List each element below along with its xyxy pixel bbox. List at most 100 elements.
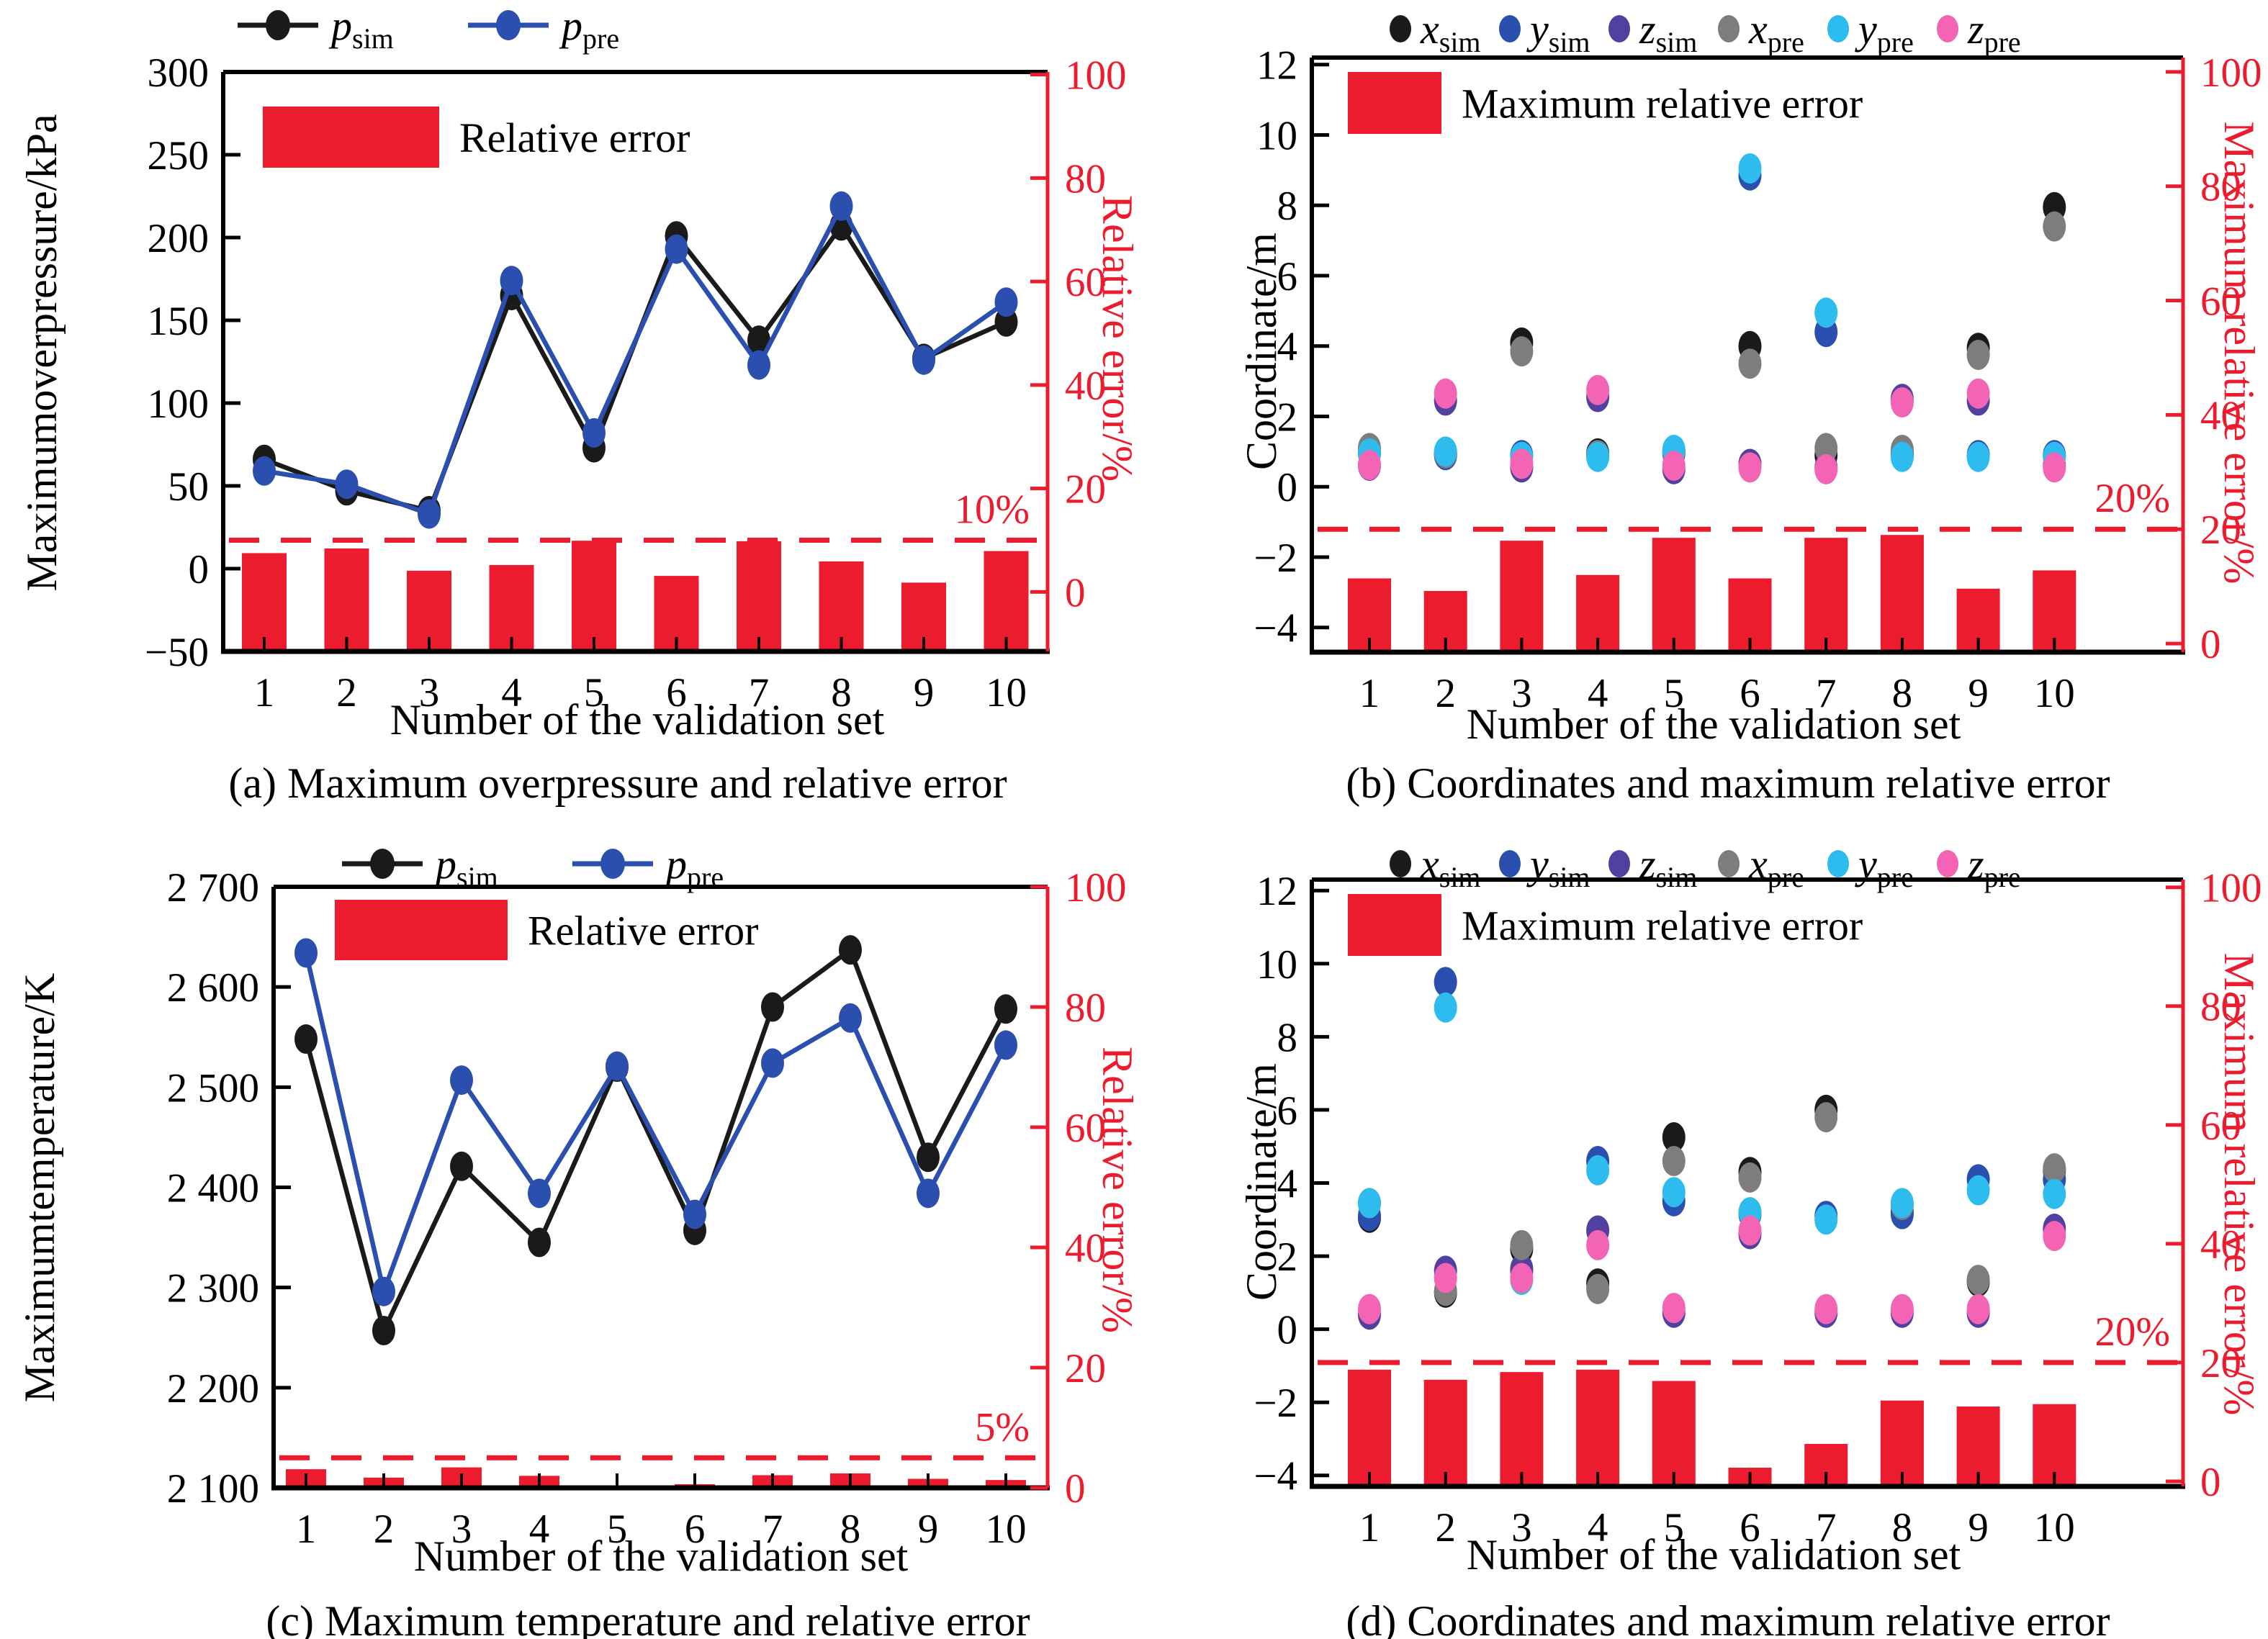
panel-a-bars <box>242 541 1029 651</box>
svg-text:0: 0 <box>2200 622 2221 667</box>
svg-text:xpre: xpre <box>1748 841 1804 893</box>
svg-text:xpre: xpre <box>1748 6 1804 58</box>
svg-text:80: 80 <box>1065 985 1106 1031</box>
svg-text:1: 1 <box>254 670 275 715</box>
svg-text:ypre: ypre <box>1855 841 1914 893</box>
svg-text:12: 12 <box>1256 43 1297 89</box>
svg-text:3: 3 <box>1511 671 1532 716</box>
threshold-label-b: 20% <box>2095 476 2170 521</box>
svg-text:0: 0 <box>2200 1460 2221 1505</box>
panel-a-lines <box>253 191 1018 529</box>
caption-b: (b) Coordinates and maximum relative err… <box>1346 759 2110 807</box>
svg-text:1: 1 <box>296 1507 317 1552</box>
bar-legend-swatch-b <box>1348 72 1441 134</box>
bar-legend-label-b: Maximum relative error <box>1462 80 1863 127</box>
svg-text:80: 80 <box>2200 985 2241 1030</box>
svg-text:80: 80 <box>1065 156 1106 202</box>
svg-text:7: 7 <box>1816 671 1837 716</box>
svg-text:8: 8 <box>1277 184 1298 229</box>
svg-text:2: 2 <box>1435 1505 1456 1550</box>
svg-text:−50: −50 <box>145 630 209 675</box>
svg-text:−4: −4 <box>1254 1454 1297 1499</box>
svg-text:9: 9 <box>1968 1505 1989 1550</box>
panel-c-bars <box>286 1467 1026 1488</box>
panel-a-legend: psim ppre <box>238 2 619 55</box>
svg-text:4: 4 <box>1588 1505 1608 1550</box>
bar-legend-label-d: Maximum relative error <box>1462 902 1863 949</box>
svg-text:7: 7 <box>749 670 770 715</box>
svg-text:8: 8 <box>840 1507 861 1552</box>
bar-legend-label-c: Relative error <box>528 907 758 954</box>
panel-b-bars <box>1348 535 2076 652</box>
svg-text:100: 100 <box>1065 53 1127 99</box>
svg-text:60: 60 <box>2200 1103 2241 1149</box>
svg-text:300: 300 <box>148 50 210 96</box>
ylabel-left-c: Maximumtemperature/K <box>16 972 63 1403</box>
svg-text:psim: psim <box>328 2 394 55</box>
xlabel-d: Number of the validation set <box>1466 1531 1961 1579</box>
svg-text:2: 2 <box>374 1507 395 1552</box>
xlabel-b: Number of the validation set <box>1466 700 1961 748</box>
svg-text:zpre: zpre <box>1967 6 2021 58</box>
ylabel-right-c: Relative error/% <box>1094 1046 1141 1334</box>
svg-text:5: 5 <box>1664 671 1685 716</box>
svg-text:100: 100 <box>2200 50 2262 96</box>
svg-text:4: 4 <box>501 670 522 715</box>
panel-c-legend: psim ppre <box>342 841 724 893</box>
svg-text:−2: −2 <box>1254 536 1297 581</box>
svg-text:2 500: 2 500 <box>167 1065 259 1111</box>
svg-text:10: 10 <box>2034 671 2075 716</box>
ylabel-right-b: Maximum relative error/% <box>2215 121 2263 584</box>
svg-text:−4: −4 <box>1254 606 1297 651</box>
svg-text:20: 20 <box>2200 1341 2241 1386</box>
bar-legend-label-a: Relative error <box>459 114 690 161</box>
svg-text:6: 6 <box>1277 1088 1298 1134</box>
bar-legend-swatch-d <box>1348 894 1441 956</box>
svg-text:5: 5 <box>607 1507 628 1552</box>
bar-legend-swatch-c <box>335 900 508 960</box>
svg-text:ppre: ppre <box>663 841 724 893</box>
svg-text:9: 9 <box>918 1507 939 1552</box>
svg-text:10: 10 <box>986 670 1027 715</box>
svg-text:ypre: ypre <box>1855 6 1914 58</box>
svg-text:100: 100 <box>1065 865 1127 911</box>
svg-text:10: 10 <box>1256 113 1297 158</box>
svg-text:7: 7 <box>1816 1505 1837 1550</box>
svg-text:1: 1 <box>1359 1505 1380 1550</box>
svg-text:zsim: zsim <box>1639 6 1697 58</box>
svg-text:1: 1 <box>1359 671 1380 716</box>
svg-text:2: 2 <box>1277 1234 1298 1280</box>
svg-text:9: 9 <box>1968 671 1989 716</box>
ylabel-left-d: Coordinate/m <box>1238 1063 1285 1301</box>
svg-text:9: 9 <box>914 670 935 715</box>
svg-text:2 400: 2 400 <box>167 1165 259 1211</box>
svg-text:ppre: ppre <box>559 2 619 55</box>
svg-text:10: 10 <box>986 1507 1027 1552</box>
svg-text:50: 50 <box>168 464 209 510</box>
threshold-label-c: 5% <box>975 1404 1030 1450</box>
svg-text:6: 6 <box>1740 1505 1760 1550</box>
svg-text:2: 2 <box>1435 671 1456 716</box>
caption-c: (c) Maximum temperature and relative err… <box>266 1597 1030 1639</box>
panel-d-bars <box>1348 1369 2076 1486</box>
svg-text:200: 200 <box>148 216 210 261</box>
svg-text:psim: psim <box>433 841 498 893</box>
svg-text:8: 8 <box>1892 1505 1913 1550</box>
threshold-label-d: 20% <box>2095 1309 2170 1355</box>
svg-text:40: 40 <box>2200 393 2241 438</box>
svg-text:3: 3 <box>419 670 440 715</box>
svg-text:10: 10 <box>1256 942 1297 988</box>
threshold-label-a: 10% <box>955 487 1030 532</box>
svg-text:3: 3 <box>1511 1505 1532 1550</box>
svg-text:−2: −2 <box>1254 1381 1297 1426</box>
svg-text:8: 8 <box>1277 1015 1298 1060</box>
panel-b-legend: xsim ysim zsim xpre ypre zpre <box>1390 6 2021 58</box>
svg-text:4: 4 <box>1277 1161 1298 1206</box>
